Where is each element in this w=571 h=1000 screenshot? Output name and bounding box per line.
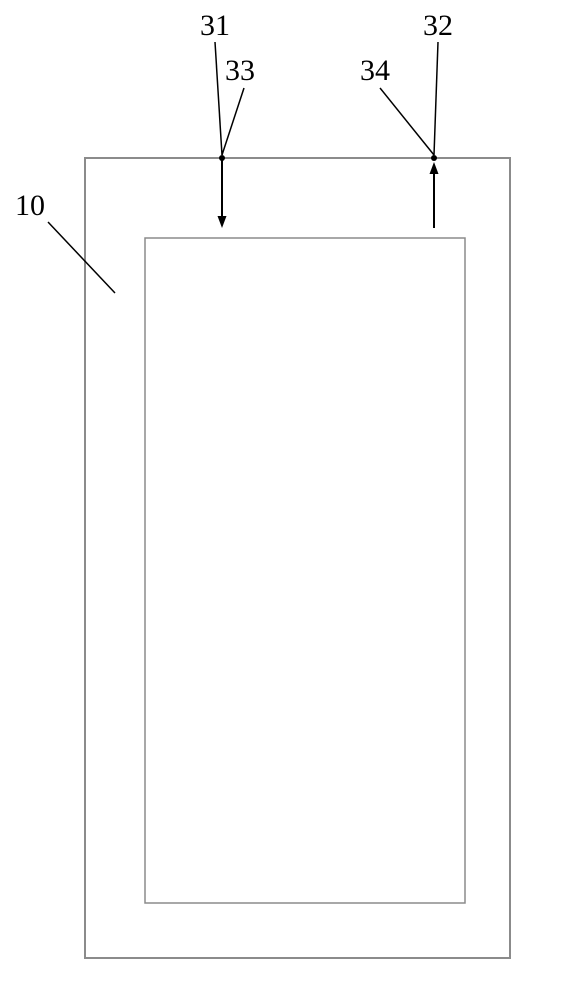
lead-31	[215, 42, 222, 155]
label-34: 34	[360, 54, 390, 87]
arrows	[218, 158, 439, 228]
lead-33	[222, 88, 244, 155]
lead-10	[48, 222, 115, 293]
label-31: 31	[200, 9, 230, 42]
label-32: 32	[423, 9, 453, 42]
outer-rect	[85, 158, 510, 958]
arrow-down	[218, 158, 227, 228]
lead-32	[434, 42, 438, 155]
arrow-up	[430, 162, 439, 228]
label-10: 10	[15, 189, 45, 222]
label-33: 33	[225, 54, 255, 87]
technical-diagram: 31 32 33 34 10	[0, 0, 571, 1000]
inner-rect	[145, 238, 465, 903]
dot-right	[431, 155, 437, 161]
lead-34	[380, 88, 434, 155]
